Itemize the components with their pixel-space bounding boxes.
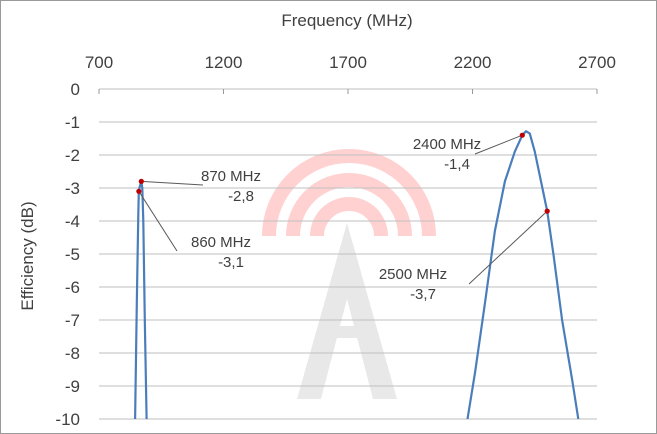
y-axis-title: Efficiency (dB) bbox=[18, 201, 37, 310]
x-tick-label-4: 2700 bbox=[578, 53, 616, 72]
annotation-marker-1 bbox=[136, 188, 142, 194]
y-tick-label-7: -7 bbox=[65, 311, 80, 330]
y-tick-label-0: 0 bbox=[71, 80, 80, 99]
x-tick-label-1: 1200 bbox=[205, 53, 243, 72]
annotation-leader-1 bbox=[138, 191, 178, 252]
x-axis-top bbox=[98, 89, 598, 94]
y-tick-label-2: -2 bbox=[65, 146, 80, 165]
y-tick-labels: 0 -1 -2 -3 -4 -5 -6 -7 -8 -9 -10 bbox=[55, 80, 80, 429]
x-tick-label-3: 2200 bbox=[454, 53, 492, 72]
annotations: 870 MHz -2,8 860 MHz -3,1 2400 MHz -1,4 2500 M… bbox=[136, 132, 550, 303]
series-0-line-0 bbox=[134, 180, 148, 420]
annotation-leader-0 bbox=[141, 180, 204, 186]
watermark-logo bbox=[262, 149, 436, 399]
y-tick-label-1: -1 bbox=[65, 113, 80, 132]
y-tick-label-9: -9 bbox=[65, 377, 80, 396]
annotation-leader-2 bbox=[474, 134, 523, 155]
annotation-marker-3 bbox=[544, 208, 550, 214]
annotation-value-0: -2,8 bbox=[228, 188, 254, 205]
series-0-line-1 bbox=[466, 130, 580, 420]
y-tick-label-10: -10 bbox=[55, 410, 80, 429]
y-tick-label-5: -5 bbox=[65, 245, 80, 264]
annotation-marker-2 bbox=[519, 132, 525, 138]
x-tick-label-2: 1700 bbox=[329, 53, 367, 72]
annotation-value-3: -3,7 bbox=[410, 286, 436, 303]
x-axis-title: Frequency (MHz) bbox=[281, 11, 412, 30]
y-tick-label-3: -3 bbox=[65, 179, 80, 198]
grid-lines bbox=[99, 88, 597, 420]
annotation-value-1: -3,1 bbox=[218, 254, 244, 271]
annotation-label-1: 860 MHz bbox=[191, 234, 251, 251]
annotation-value-2: -1,4 bbox=[444, 156, 470, 173]
efficiency-series bbox=[134, 130, 580, 420]
annotation-label-3: 2500 MHz bbox=[379, 266, 447, 283]
y-tick-label-4: -4 bbox=[65, 212, 80, 231]
annotation-label-2: 2400 MHz bbox=[413, 136, 481, 153]
annotation-marker-0 bbox=[138, 178, 144, 184]
annotation-leader-3 bbox=[468, 210, 548, 285]
annotation-label-0: 870 MHz bbox=[201, 168, 261, 185]
x-tick-labels: 700 1200 1700 2200 2700 bbox=[85, 53, 616, 72]
y-tick-label-8: -8 bbox=[65, 344, 80, 363]
y-tick-label-6: -6 bbox=[65, 278, 80, 297]
x-tick-label-0: 700 bbox=[85, 53, 113, 72]
